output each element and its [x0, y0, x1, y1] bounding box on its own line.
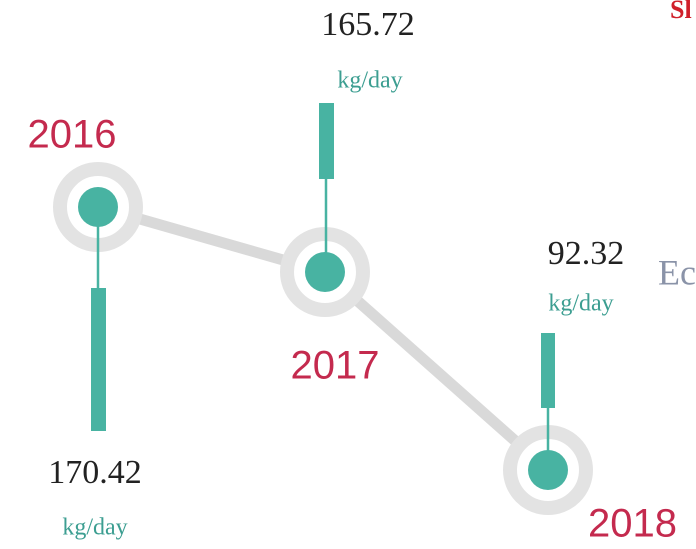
stem-bar — [91, 288, 106, 431]
node: 92.32 kg/day 2018 — [503, 235, 677, 546]
unit-label: kg/day — [548, 291, 613, 317]
connector — [321, 267, 552, 475]
unit-label: kg/day — [337, 68, 402, 94]
unit-label: kg/day — [62, 515, 127, 541]
value-label: 92.32 — [548, 235, 625, 272]
value-label: 170.42 — [48, 454, 142, 491]
year-label: 2016 — [28, 113, 117, 157]
node: 2016 170.42 kg/day — [28, 113, 143, 541]
text-fragment: Sl — [670, 0, 692, 24]
stem-bar — [319, 103, 334, 179]
year-label: 2018 — [588, 502, 677, 546]
value-label: 165.72 — [321, 6, 415, 43]
node: 165.72 kg/day 2017 — [280, 6, 415, 388]
text-fragment: Ec — [658, 252, 696, 292]
year-label: 2017 — [291, 344, 380, 388]
stem-bar — [541, 333, 555, 408]
